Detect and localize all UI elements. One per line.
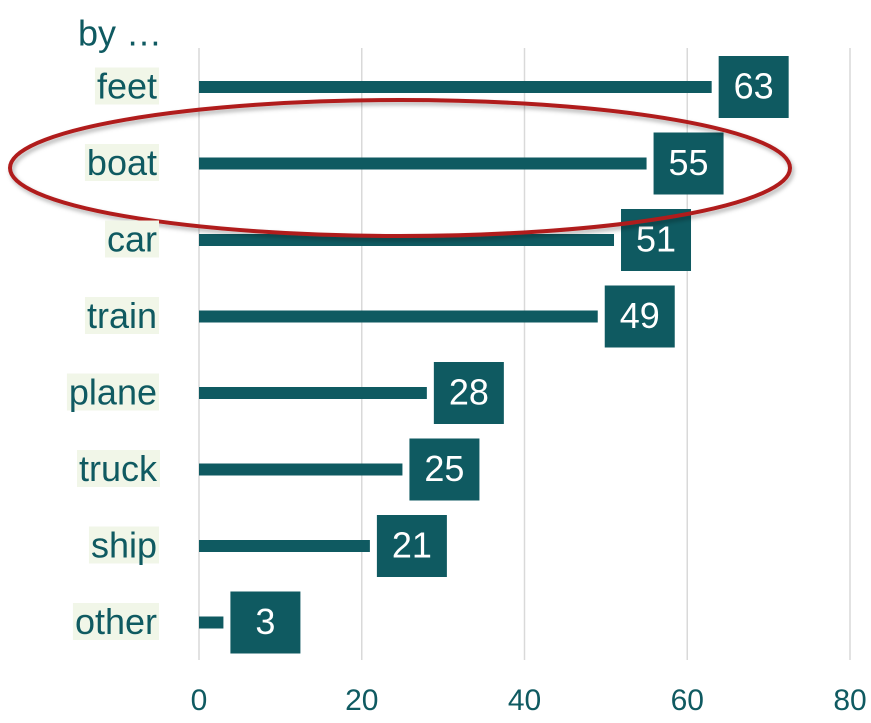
category-label-bg bbox=[84, 144, 159, 182]
bar bbox=[199, 234, 615, 246]
value-label: 63 bbox=[734, 66, 774, 107]
value-label-box bbox=[230, 591, 301, 654]
category-label: car bbox=[107, 219, 157, 260]
category-label-bg bbox=[104, 220, 160, 258]
bar bbox=[199, 387, 427, 399]
value-label: 49 bbox=[620, 295, 660, 336]
category-label-bg bbox=[72, 603, 160, 641]
x-tick-label: 60 bbox=[671, 684, 704, 717]
value-label: 21 bbox=[392, 525, 432, 566]
value-label: 51 bbox=[636, 219, 676, 260]
bar bbox=[199, 616, 224, 629]
value-label: 28 bbox=[449, 372, 489, 413]
bar bbox=[199, 463, 403, 476]
x-tick-label: 80 bbox=[833, 684, 866, 717]
bar bbox=[199, 540, 370, 552]
chart-title: by … bbox=[78, 13, 162, 54]
plot: 63 55 51 49 28 25 21 3 bbox=[199, 56, 789, 654]
value-label: 25 bbox=[424, 448, 464, 489]
value-label-box bbox=[433, 362, 504, 424]
x-tick-label: 0 bbox=[191, 684, 208, 717]
category-label-bg bbox=[84, 297, 159, 335]
category-label-bg bbox=[88, 526, 159, 564]
value-label: 55 bbox=[669, 142, 709, 183]
value-label-box bbox=[604, 285, 675, 348]
category-label: train bbox=[87, 295, 157, 336]
category-label-bg bbox=[94, 67, 159, 105]
x-tick-label: 40 bbox=[508, 684, 541, 717]
value-label: 3 bbox=[255, 601, 275, 642]
bar bbox=[199, 157, 647, 170]
bar bbox=[199, 310, 598, 323]
highlight-ellipse bbox=[8, 98, 792, 238]
value-label-box bbox=[718, 56, 789, 118]
category-label: boat bbox=[87, 142, 157, 183]
category-label: other bbox=[75, 601, 157, 642]
x-tick-label: 20 bbox=[345, 684, 378, 717]
category-label: feet bbox=[97, 66, 157, 107]
category-label-bg bbox=[76, 450, 160, 488]
value-label-box bbox=[376, 515, 447, 577]
category-label: plane bbox=[69, 372, 157, 413]
category-label-bg bbox=[66, 373, 159, 411]
category-label: ship bbox=[91, 525, 157, 566]
value-label-box bbox=[653, 132, 724, 195]
bar bbox=[199, 81, 712, 93]
value-label-box bbox=[409, 438, 480, 501]
category-label: truck bbox=[79, 448, 158, 489]
